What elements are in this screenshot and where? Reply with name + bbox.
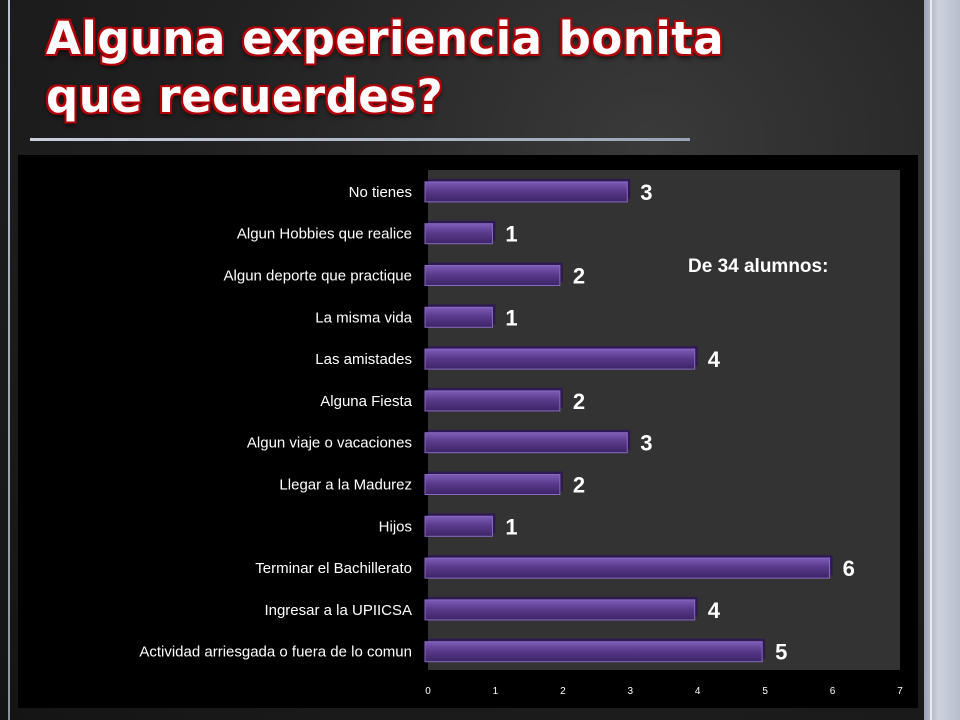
bar: [424, 265, 561, 286]
slide-title: Alguna experiencia bonita que recuerdes?: [46, 10, 806, 126]
bar: [424, 474, 561, 495]
x-tick-label: 0: [425, 686, 431, 697]
x-tick-label: 3: [628, 686, 634, 697]
bar: [424, 641, 763, 663]
category-label: Algun deporte que practique: [224, 268, 412, 285]
data-label: 2: [573, 389, 585, 414]
category-label: Algun Hobbies que realice: [237, 226, 412, 243]
x-tick-label: 1: [493, 686, 499, 697]
slide-title-line2: que recuerdes?: [46, 70, 444, 123]
category-labels: No tienes Algun Hobbies que realice Algun …: [139, 184, 412, 661]
category-label: Algun viaje o vacaciones: [247, 435, 412, 452]
x-tick-label: 6: [830, 686, 836, 697]
slide-title-line1: Alguna experiencia bonita: [46, 12, 725, 65]
category-label: La misma vida: [315, 309, 412, 326]
bar: [424, 557, 831, 579]
data-label: 4: [708, 598, 721, 623]
data-label: 2: [573, 264, 585, 289]
bar: [424, 390, 561, 412]
bar: [424, 599, 696, 621]
sample-size-annotation: De 34 alumnos:: [688, 256, 829, 277]
right-decorative-frame: [924, 0, 960, 720]
data-label: 6: [843, 556, 855, 581]
x-tick-label: 4: [695, 686, 701, 697]
data-label: 3: [640, 180, 652, 205]
title-underline: [30, 138, 690, 141]
bar: [424, 306, 493, 328]
category-label: Ingresar a la UPIICSA: [264, 602, 412, 619]
bar: [424, 515, 493, 537]
data-label: 3: [640, 431, 652, 456]
category-label: Actividad arriesgada o fuera de lo comun: [139, 644, 412, 661]
category-label: Terminar el Bachillerato: [255, 560, 412, 577]
category-label: No tienes: [349, 184, 412, 201]
bar: [424, 223, 493, 245]
x-axis-ticks: 0 1 2 3 4 5 6 7: [425, 686, 903, 697]
category-label: Llegar a la Madurez: [279, 477, 412, 494]
data-label: 1: [505, 514, 517, 539]
category-label: Hijos: [379, 518, 412, 535]
bar-series: [424, 178, 833, 663]
category-label: Alguna Fiesta: [320, 393, 412, 410]
x-tick-label: 2: [560, 686, 566, 697]
plot-area: [428, 170, 900, 670]
bar: [424, 432, 628, 454]
bar: [424, 348, 696, 370]
bar: [424, 181, 628, 203]
x-tick-label: 7: [897, 686, 903, 697]
data-label: 5: [775, 640, 787, 665]
data-label: 1: [505, 305, 517, 330]
category-label: Las amistades: [315, 351, 412, 368]
x-tick-label: 5: [762, 686, 768, 697]
data-label: 1: [505, 222, 517, 247]
data-label: 2: [573, 473, 585, 498]
value-labels: 3 1 2 1 4 2 3 2 1 6 4 5: [505, 180, 854, 665]
left-decorative-rule: [8, 0, 10, 720]
data-label: 4: [708, 347, 721, 372]
